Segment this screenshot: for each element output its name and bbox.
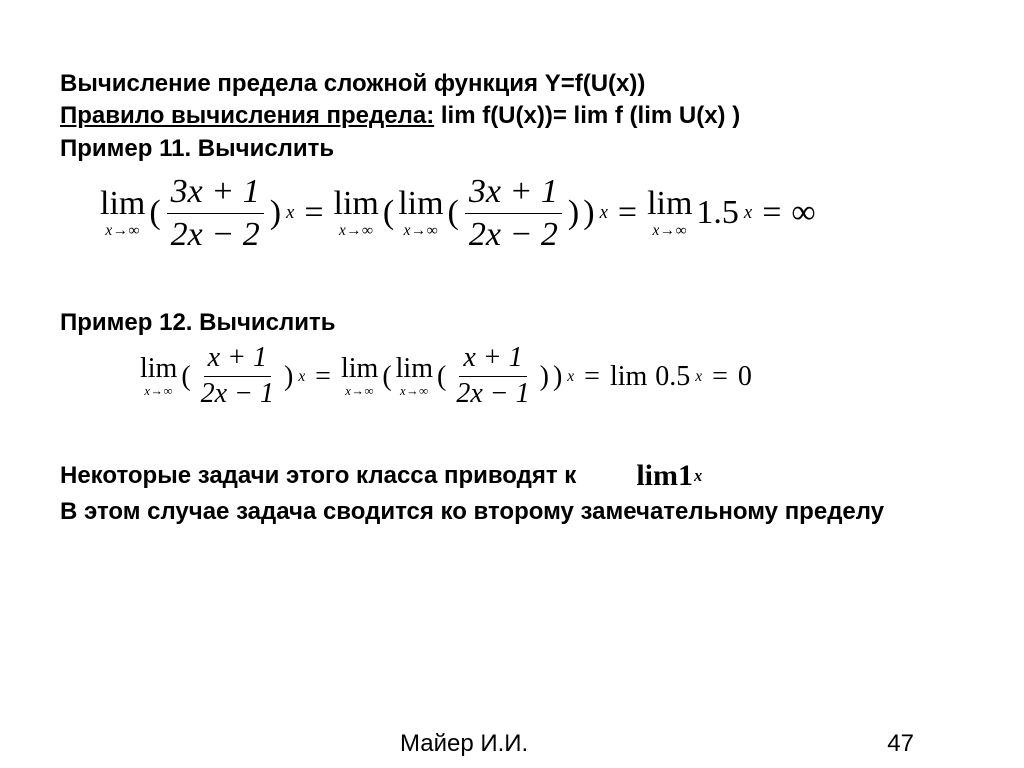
heading-underlined: Правило вычисления предела: bbox=[60, 102, 434, 129]
example-11-title: Пример 11. Вычислить bbox=[60, 133, 964, 165]
fraction: x + 1 2x − 1 bbox=[195, 343, 280, 410]
example-11-formula: lim x→∞ ( 3x + 1 2x − 2 ) x = lim x→∞ ( … bbox=[100, 173, 964, 253]
lim: lim x→∞ bbox=[341, 355, 378, 398]
heading-rule-formula: lim f(U(x))= lim f (lim U(x) ) bbox=[434, 102, 740, 129]
example-12-title: Пример 12. Вычислить bbox=[60, 307, 964, 339]
lim: lim x→∞ bbox=[396, 355, 433, 398]
inline-lim-formula: lim 1 x bbox=[636, 456, 702, 497]
author: Майер И.И. bbox=[400, 730, 528, 758]
lim: lim x→∞ bbox=[334, 187, 379, 238]
heading-line-2: Правило вычисления предела: lim f(U(x))=… bbox=[60, 100, 964, 132]
slide: Вычисление предела сложной функция Y=f(U… bbox=[0, 0, 1024, 768]
lim: lim x→∞ bbox=[100, 187, 145, 238]
lim: lim x→∞ bbox=[398, 187, 443, 238]
example-12-formula: lim x→∞ ( x + 1 2x − 1 ) x = lim x→∞ ( l… bbox=[140, 343, 964, 410]
fraction: 3x + 1 2x − 2 bbox=[463, 173, 564, 253]
tail-line-2: В этом случае задача сводится ко второму… bbox=[60, 496, 964, 528]
lim: lim x→∞ bbox=[140, 355, 177, 398]
lim: lim x→∞ bbox=[647, 187, 692, 238]
page-number: 47 bbox=[887, 730, 914, 758]
tail-line-1: Некоторые задачи этого класса приводят к… bbox=[60, 456, 964, 497]
fraction: 3x + 1 2x − 2 bbox=[165, 173, 266, 253]
heading-line-1: Вычисление предела сложной функция Y=f(U… bbox=[60, 68, 964, 100]
fraction: x + 1 2x − 1 bbox=[450, 343, 535, 410]
